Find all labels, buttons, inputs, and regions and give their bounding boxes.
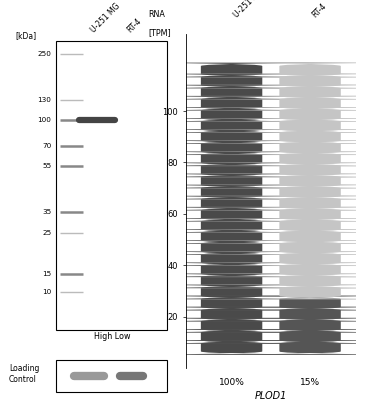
Text: 15: 15 (42, 271, 52, 277)
FancyBboxPatch shape (39, 174, 371, 188)
Text: 15%: 15% (300, 378, 320, 387)
FancyBboxPatch shape (39, 207, 371, 222)
FancyBboxPatch shape (39, 218, 371, 233)
FancyBboxPatch shape (118, 162, 371, 177)
FancyBboxPatch shape (118, 185, 371, 200)
FancyBboxPatch shape (39, 107, 371, 122)
FancyBboxPatch shape (118, 207, 371, 222)
Text: 100: 100 (37, 117, 52, 123)
FancyBboxPatch shape (118, 296, 371, 310)
Text: 55: 55 (42, 163, 52, 169)
FancyBboxPatch shape (118, 229, 371, 244)
FancyBboxPatch shape (39, 329, 371, 344)
FancyBboxPatch shape (118, 340, 371, 355)
Text: High Low: High Low (93, 332, 130, 341)
FancyBboxPatch shape (39, 129, 371, 144)
Text: RT-4: RT-4 (125, 17, 143, 35)
FancyBboxPatch shape (118, 284, 371, 299)
FancyBboxPatch shape (118, 251, 371, 266)
FancyBboxPatch shape (118, 329, 371, 344)
FancyBboxPatch shape (118, 129, 371, 144)
FancyBboxPatch shape (118, 63, 371, 77)
Text: 70: 70 (42, 143, 52, 149)
FancyBboxPatch shape (39, 296, 371, 310)
FancyBboxPatch shape (118, 262, 371, 277)
FancyBboxPatch shape (118, 274, 371, 288)
FancyBboxPatch shape (39, 240, 371, 255)
FancyBboxPatch shape (39, 262, 371, 277)
Text: 100%: 100% (219, 378, 244, 387)
FancyBboxPatch shape (118, 196, 371, 210)
Text: 130: 130 (37, 97, 52, 103)
FancyBboxPatch shape (118, 96, 371, 111)
FancyBboxPatch shape (39, 152, 371, 166)
FancyBboxPatch shape (39, 274, 371, 288)
Text: [kDa]: [kDa] (16, 32, 37, 40)
FancyBboxPatch shape (118, 85, 371, 100)
FancyBboxPatch shape (39, 251, 371, 266)
FancyBboxPatch shape (39, 74, 371, 88)
Text: RT-4: RT-4 (310, 1, 328, 19)
FancyBboxPatch shape (39, 318, 371, 333)
FancyBboxPatch shape (39, 162, 371, 177)
FancyBboxPatch shape (118, 140, 371, 155)
FancyBboxPatch shape (39, 229, 371, 244)
Text: 250: 250 (37, 52, 52, 58)
Text: U-251 MG: U-251 MG (89, 2, 122, 35)
FancyBboxPatch shape (56, 41, 167, 330)
Text: RNA: RNA (148, 10, 165, 19)
Text: PLOD1: PLOD1 (255, 391, 287, 400)
Text: U-251 MG: U-251 MG (232, 0, 265, 19)
FancyBboxPatch shape (118, 74, 371, 88)
FancyBboxPatch shape (118, 218, 371, 233)
FancyBboxPatch shape (39, 118, 371, 133)
FancyBboxPatch shape (118, 152, 371, 166)
FancyBboxPatch shape (118, 307, 371, 322)
FancyBboxPatch shape (118, 318, 371, 333)
FancyBboxPatch shape (118, 174, 371, 188)
Text: [TPM]: [TPM] (148, 28, 171, 37)
FancyBboxPatch shape (39, 340, 371, 355)
FancyBboxPatch shape (56, 360, 167, 392)
FancyBboxPatch shape (39, 96, 371, 111)
FancyBboxPatch shape (39, 85, 371, 100)
FancyBboxPatch shape (39, 63, 371, 77)
FancyBboxPatch shape (39, 284, 371, 299)
Text: 25: 25 (42, 230, 52, 236)
FancyBboxPatch shape (39, 196, 371, 210)
FancyBboxPatch shape (118, 240, 371, 255)
FancyBboxPatch shape (39, 185, 371, 200)
FancyBboxPatch shape (39, 307, 371, 322)
Text: 10: 10 (42, 289, 52, 295)
Text: 35: 35 (42, 209, 52, 215)
FancyBboxPatch shape (118, 118, 371, 133)
Text: Loading
Control: Loading Control (9, 364, 39, 384)
FancyBboxPatch shape (39, 140, 371, 155)
FancyBboxPatch shape (118, 107, 371, 122)
